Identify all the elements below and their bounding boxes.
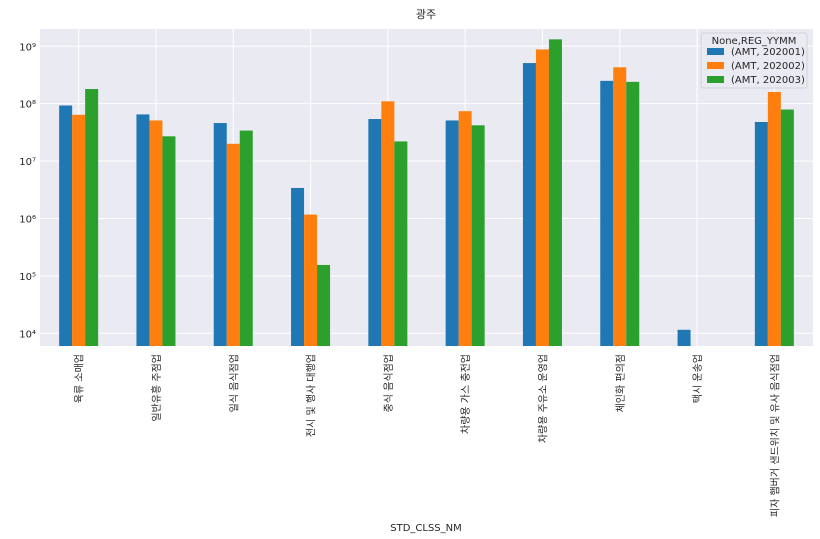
x-tick-label: 체인화 편의점 (615, 354, 627, 412)
x-tick-label: 중식 음식점업 (382, 354, 395, 412)
legend-swatch (707, 76, 724, 83)
bar (381, 101, 395, 346)
bar (548, 39, 562, 346)
bar (471, 125, 485, 346)
x-axis-title: STD_CLSS_NM (390, 523, 462, 534)
x-tick-label: 피자 햄버거 샌드위치 및 유사 음식점업 (768, 354, 781, 517)
y-tick-label: 10⁸ (19, 100, 36, 111)
y-tick-label: 10⁴ (19, 329, 36, 340)
bar (72, 114, 86, 346)
x-tick-label: 전시 및 행사 대행업 (305, 354, 318, 437)
x-tick-label: 일반유흥 주점업 (150, 354, 163, 422)
legend-label: (AMT, 202003) (731, 75, 805, 86)
x-tick-label: 육류 소매업 (73, 354, 86, 403)
bar (213, 123, 227, 346)
x-tick-labels: 육류 소매업 일반유흥 주점업 일식 음식점업 전시 및 행사 대행업 중식 음식점업 차… (73, 354, 782, 517)
bar (368, 119, 382, 347)
x-tick-label: 택시 운송업 (691, 354, 704, 403)
bar (445, 120, 459, 346)
bar (136, 114, 150, 346)
x-tick-label: 차량용 주유소 운영업 (536, 354, 549, 443)
legend-frame (700, 32, 808, 89)
bar (535, 49, 549, 346)
legend-label: (AMT, 202001) (731, 47, 805, 58)
bar (754, 121, 768, 347)
bar (85, 89, 99, 346)
bar (291, 187, 305, 346)
bar (600, 80, 614, 346)
y-tick-label: 10⁹ (19, 42, 36, 53)
bar (394, 141, 408, 346)
legend-title: None,REG_YYMM (712, 36, 797, 47)
bar (613, 67, 627, 346)
bars (59, 39, 794, 347)
bar (522, 63, 536, 346)
y-tick-label: 10⁷ (19, 157, 36, 168)
bar (239, 130, 253, 346)
bar (59, 105, 73, 346)
x-tick-label: 차량용 가스 충전업 (459, 354, 472, 434)
bar (304, 214, 318, 346)
legend-label: (AMT, 202002) (731, 61, 805, 72)
chart-title: 광주 (416, 8, 436, 21)
bar (677, 329, 691, 346)
x-tick-label: 일식 음식점업 (227, 354, 240, 412)
bar (162, 136, 176, 346)
y-tick-label: 10⁵ (19, 272, 36, 283)
bar (780, 109, 794, 346)
bar (458, 111, 472, 346)
y-tick-labels: 10⁴ 10⁵ 10⁶ 10⁷ 10⁸ 10⁹ (19, 42, 36, 340)
bar (767, 91, 781, 346)
bar (149, 120, 163, 346)
bar (626, 81, 640, 347)
legend: None,REG_YYMM (AMT, 202001) (AMT, 202002)… (700, 32, 808, 89)
legend-swatch (707, 48, 724, 55)
bar (317, 264, 331, 346)
legend-swatch (707, 62, 724, 69)
bar (226, 143, 240, 346)
y-tick-label: 10⁶ (19, 214, 36, 225)
